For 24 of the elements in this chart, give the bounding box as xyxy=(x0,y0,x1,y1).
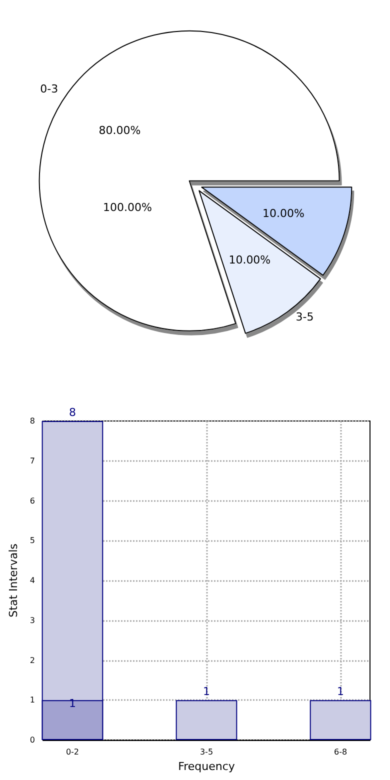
y-axis-title: Stat Intervals xyxy=(7,543,20,618)
y-tick-label: 3 xyxy=(30,616,35,625)
y-tick-label: 0 xyxy=(30,736,35,744)
slice-label: 0-3 xyxy=(40,82,58,96)
text: 100.00% xyxy=(103,201,152,214)
data-label: 10.00% xyxy=(228,254,271,267)
x-tick-label: 6-8 xyxy=(334,748,348,756)
y-tick-label: 7 xyxy=(30,456,35,466)
x-axis-title: Frequency xyxy=(178,760,236,773)
data-label: 10.00% xyxy=(262,207,304,220)
y-tick-label: 4 xyxy=(30,576,35,585)
data-label: 1 xyxy=(337,685,344,698)
data-label: 1 xyxy=(68,697,76,710)
data-label: 1 xyxy=(202,685,210,698)
data-label: 80.00% xyxy=(98,124,141,137)
data-label: 8 xyxy=(68,406,76,419)
slice-label: 3-5 xyxy=(296,310,314,324)
y-tick-label: 8 xyxy=(30,416,35,426)
x-tick-label: 0-2 xyxy=(66,748,80,756)
x-tick-label: 3-5 xyxy=(200,748,214,756)
y-tick-label: 5 xyxy=(30,536,35,546)
y-tick-label: 6 xyxy=(30,496,35,506)
y-tick-label: 2 xyxy=(30,656,35,665)
y-tick-label: 1 xyxy=(30,696,35,705)
